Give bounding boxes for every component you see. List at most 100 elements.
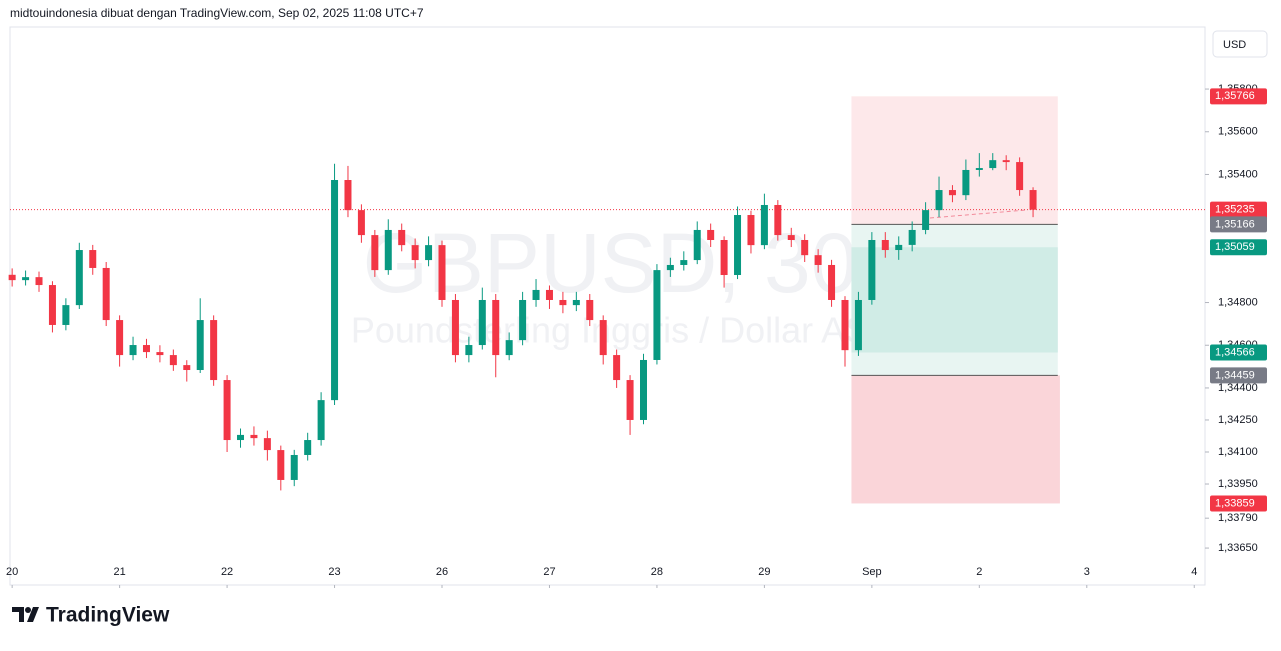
candle-body — [774, 204, 782, 236]
candle-body — [989, 160, 997, 169]
y-tick-label: 1,34800 — [1218, 296, 1258, 308]
position-zone — [851, 375, 1060, 504]
candle-body — [640, 359, 648, 420]
price-label: 1,35766 — [1215, 90, 1255, 102]
candle-body — [263, 438, 271, 451]
candle-body — [693, 229, 701, 261]
candle-body — [237, 434, 245, 441]
candle-body — [357, 210, 365, 236]
candle-body — [169, 355, 177, 366]
x-tick-label: 29 — [758, 566, 770, 578]
candle-body — [223, 380, 231, 441]
x-tick-label: 21 — [113, 566, 125, 578]
candle-body — [1002, 160, 1010, 163]
candle-body — [734, 215, 742, 276]
candle-body — [438, 245, 446, 300]
candle-body — [1016, 162, 1024, 191]
position-zone — [851, 96, 1058, 225]
candle-body — [881, 239, 889, 251]
candle-body — [465, 345, 473, 356]
watermark-description: Poundsterling Inggris / Dollar AS — [351, 310, 869, 351]
logo-icon — [12, 607, 24, 622]
candle-body — [8, 274, 16, 281]
x-tick-label: 27 — [543, 566, 555, 578]
position-tools — [851, 96, 1060, 504]
currency-button[interactable] — [1212, 30, 1268, 58]
candle-body — [196, 320, 204, 371]
x-tick-label: 23 — [328, 566, 340, 578]
candle-body — [922, 210, 930, 230]
watermark-symbol: GBPUSD, 30 — [363, 216, 858, 310]
candle-body — [948, 190, 956, 196]
trend-line — [929, 209, 1027, 219]
x-tick-label: 2 — [976, 566, 982, 578]
candle-body — [451, 299, 459, 356]
candle-body — [277, 450, 285, 480]
y-tick-label: 1,35600 — [1218, 126, 1258, 138]
candle-body — [841, 299, 849, 351]
y-tick-label: 1,33790 — [1218, 512, 1258, 524]
candle-body — [210, 320, 218, 381]
candle-body — [22, 277, 30, 281]
x-tick-label: 4 — [1191, 566, 1197, 578]
candle-body — [156, 352, 164, 356]
candle-body — [801, 239, 809, 256]
candle-body — [371, 235, 379, 271]
price-label-box — [1210, 344, 1267, 361]
y-tick-label: 1,34100 — [1218, 446, 1258, 458]
x-tick-label: 28 — [651, 566, 663, 578]
price-label: 1,33859 — [1215, 497, 1255, 509]
price-label-box — [1210, 367, 1267, 384]
candle-body — [35, 277, 43, 286]
candle-body — [129, 345, 137, 356]
x-tick-label: 3 — [1084, 566, 1090, 578]
y-tick-label: 1,34250 — [1218, 414, 1258, 426]
x-tick-label: 20 — [6, 566, 18, 578]
candle-body — [1029, 190, 1037, 210]
candle-body — [75, 250, 83, 306]
price-label-box — [1210, 88, 1267, 105]
price-label: 1,34459 — [1215, 369, 1255, 381]
price-label: 1,35166 — [1215, 218, 1255, 230]
candle-body — [545, 289, 553, 300]
x-tick-label: Sep — [862, 566, 882, 578]
candle-body — [290, 454, 298, 480]
price-label-box — [1210, 239, 1267, 256]
y-tick-label: 1,34400 — [1218, 382, 1258, 394]
candle-body — [828, 264, 836, 300]
candle-body — [331, 180, 339, 401]
candle-body — [142, 345, 150, 353]
candle-body — [250, 434, 258, 439]
candles — [8, 153, 1037, 491]
candle-body — [814, 255, 822, 265]
candle-body — [895, 244, 903, 251]
plot-frame — [9, 26, 1206, 586]
candle-body — [760, 204, 768, 246]
candle-body — [599, 320, 607, 356]
candle-body — [492, 299, 500, 356]
price-label-box — [1210, 495, 1267, 512]
brand-name: TradingView — [46, 604, 170, 627]
candle-body — [572, 299, 580, 306]
currency-label[interactable]: USD — [1223, 39, 1246, 51]
candle-body — [48, 285, 56, 325]
candle-body — [398, 229, 406, 246]
candle-body — [680, 260, 688, 265]
candle-body — [519, 299, 527, 341]
candle-body — [707, 229, 715, 240]
candle-body — [787, 235, 795, 240]
candle-body — [962, 169, 970, 196]
candle-body — [384, 229, 392, 271]
candle-body — [116, 320, 124, 356]
candle-body — [626, 380, 634, 420]
candle-body — [89, 250, 97, 268]
logo-icon — [25, 607, 31, 613]
price-label: 1,35059 — [1215, 241, 1255, 253]
candle-body — [908, 229, 916, 245]
candle-body — [559, 299, 567, 306]
candle-body — [478, 299, 486, 346]
candle-body — [411, 245, 419, 261]
candle-body — [317, 400, 325, 441]
candle-body — [304, 440, 312, 455]
